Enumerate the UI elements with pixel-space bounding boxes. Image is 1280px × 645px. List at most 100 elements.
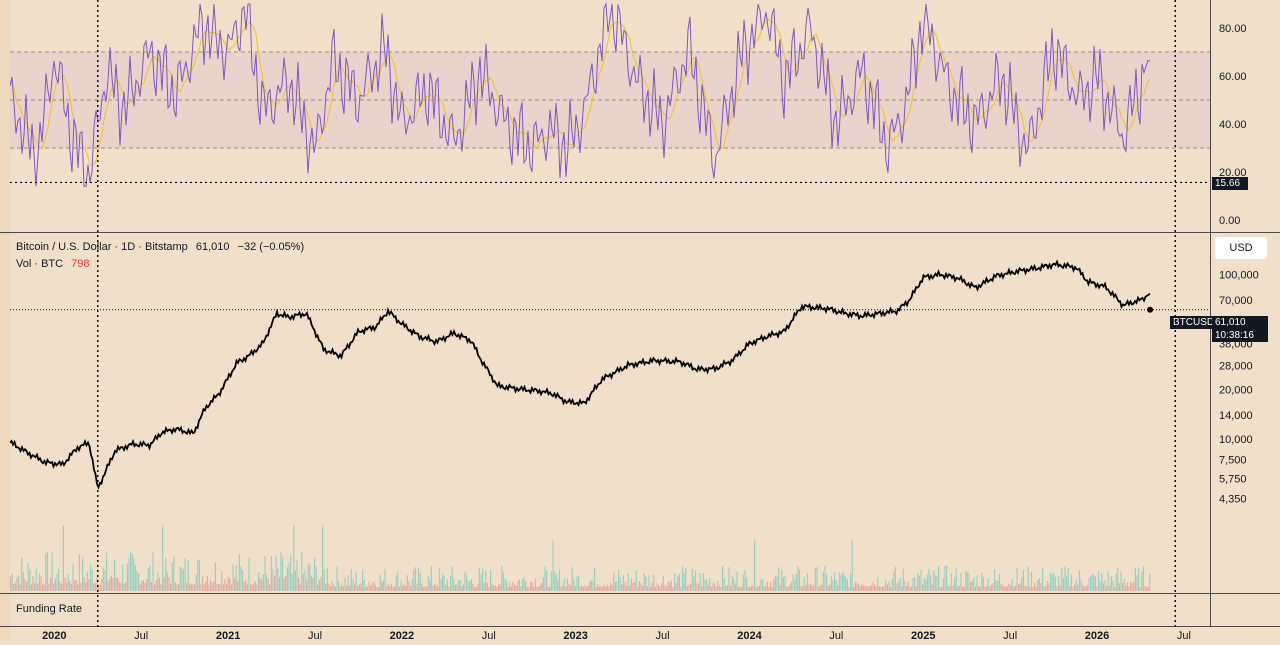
volume-bar	[1022, 570, 1024, 591]
volume-bar	[1123, 578, 1125, 591]
volume-bar	[528, 587, 530, 591]
volume-bar	[38, 573, 40, 591]
volume-bar	[797, 566, 799, 591]
volume-bar	[453, 578, 455, 591]
funding-pane[interactable]	[10, 594, 1210, 626]
volume-bar	[926, 574, 928, 591]
volume-bar	[362, 569, 364, 591]
price-pane[interactable]	[9, 233, 1210, 593]
volume-bar	[402, 585, 404, 591]
volume-bar	[107, 580, 109, 591]
volume-bar	[133, 558, 135, 591]
volume-bar	[830, 576, 832, 591]
time-tick-label: Jul	[656, 630, 670, 640]
volume-bar	[42, 583, 44, 591]
volume-bar	[579, 586, 581, 591]
volume-bar	[371, 583, 373, 591]
volume-bar	[896, 583, 898, 591]
volume-bar	[995, 580, 997, 591]
volume-bar	[198, 559, 200, 591]
volume-bar	[752, 585, 754, 591]
volume-bar	[536, 586, 538, 591]
volume-bar	[1053, 573, 1055, 591]
volume-bar	[558, 568, 560, 591]
symbol-legend[interactable]: Bitcoin / U.S. Dollar · 1D · Bitstamp 61…	[16, 241, 309, 253]
volume-bar	[141, 580, 143, 591]
volume-bar	[1083, 586, 1085, 591]
volume-bar	[770, 581, 772, 591]
volume-bar	[1128, 586, 1130, 591]
volume-bar	[326, 568, 328, 591]
volume-bar	[304, 569, 306, 591]
rsi-tick-label: 80.00	[1219, 23, 1247, 35]
volume-bar	[842, 571, 844, 591]
volume-legend[interactable]: Vol · BTC 798	[16, 258, 95, 270]
rsi-axis[interactable]: 80.00 60.00 40.00 20.00 0.00	[1210, 0, 1280, 232]
volume-bar	[490, 569, 492, 591]
volume-bar	[432, 585, 434, 591]
volume-bar	[1126, 582, 1128, 591]
volume-bar	[147, 568, 149, 591]
volume-bar	[798, 569, 800, 591]
volume-bar	[1048, 583, 1050, 591]
volume-bar	[213, 581, 215, 591]
time-tick-label: 2020	[42, 630, 66, 640]
volume-bar	[691, 568, 693, 591]
volume-bar	[390, 583, 392, 591]
volume-bar	[978, 586, 980, 591]
volume-bar	[11, 573, 13, 591]
volume-bar	[1010, 585, 1012, 591]
volume-value: 798	[71, 258, 90, 270]
volume-bar	[800, 585, 802, 591]
volume-bar	[19, 584, 21, 591]
volume-bar	[338, 581, 340, 591]
volume-bar	[1002, 585, 1004, 591]
rsi-pane[interactable]	[9, 0, 1210, 232]
volume-bar	[1085, 586, 1087, 591]
price-axis[interactable]: 100,00070,00050,00038,00028,00020,00014,…	[1210, 233, 1280, 593]
volume-bar	[565, 586, 567, 591]
volume-bar	[1099, 581, 1101, 591]
pane-separator[interactable]	[0, 232, 1280, 233]
volume-bar	[58, 568, 60, 591]
countdown-tag: 10:38:16	[1212, 329, 1268, 342]
volume-bar	[136, 570, 138, 591]
volume-bar	[373, 581, 375, 591]
volume-bar	[360, 583, 362, 591]
volume-bar	[29, 569, 31, 591]
volume-bar	[51, 552, 53, 591]
volume-bar	[114, 559, 116, 591]
volume-bar	[587, 585, 589, 591]
volume-bar	[670, 580, 672, 591]
volume-bar	[683, 572, 685, 591]
volume-bar	[627, 573, 629, 591]
volume-bar	[834, 572, 836, 591]
volume-bar	[688, 585, 690, 591]
volume-bar	[742, 574, 744, 591]
volume-bar	[173, 556, 175, 591]
volume-bar	[234, 577, 236, 591]
volume-bar	[893, 571, 895, 591]
volume-bar	[594, 567, 596, 591]
time-axis[interactable]: 2020 Jul 2021 Jul 2022 Jul 2023 Jul 2024 Jul 2025 J…	[0, 627, 1280, 642]
volume-bar	[494, 585, 496, 591]
volume-bar	[606, 584, 608, 591]
rsi-line	[9, 2, 1151, 187]
volume-bar	[968, 572, 970, 591]
volume-bar	[707, 584, 709, 591]
volume-bar	[1066, 576, 1068, 591]
pane-separator[interactable]	[0, 593, 1280, 594]
volume-bar	[826, 574, 828, 591]
volume-bar	[270, 556, 272, 591]
volume-bar	[197, 560, 199, 591]
time-axis-separator	[0, 626, 1280, 627]
volume-bar	[653, 574, 655, 591]
volume-bar	[613, 572, 615, 591]
volume-bar	[704, 579, 706, 591]
volume-bar	[336, 566, 338, 591]
volume-bar	[547, 586, 549, 591]
currency-button[interactable]: USD	[1215, 237, 1267, 259]
volume-bar	[291, 574, 293, 591]
volume-bar	[824, 565, 826, 591]
volume-bar	[392, 586, 394, 591]
